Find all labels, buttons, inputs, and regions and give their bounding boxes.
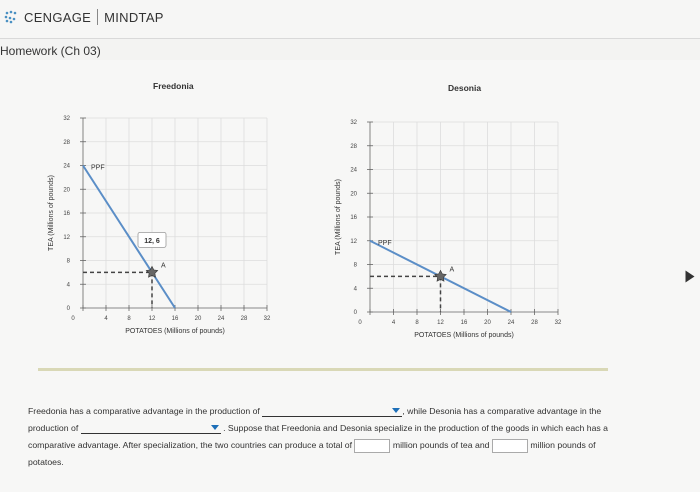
- x-tick-label: 8: [415, 320, 419, 326]
- x-tick-label: 28: [241, 316, 248, 322]
- x-axis-label: POTATOES (Millions of pounds): [125, 328, 225, 335]
- y-axis-label: TEA (Millions of pounds): [48, 175, 55, 251]
- x-tick-label: 4: [104, 316, 108, 322]
- x-tick-label: 16: [461, 320, 468, 326]
- question-part-8: potatoes.: [28, 457, 64, 467]
- cengage-logo-icon: [4, 10, 17, 24]
- question-part-6: million pounds of tea and: [392, 440, 490, 450]
- chart-title: Desonia: [448, 83, 481, 93]
- x-tick-label: 12: [149, 316, 156, 322]
- question-panel: [0, 60, 700, 492]
- point-callout-text: 12, 6: [144, 238, 160, 245]
- x-tick-label: 28: [531, 320, 538, 326]
- y-tick-label: 24: [63, 164, 70, 170]
- freedonia-good-dropdown[interactable]: [262, 407, 403, 417]
- point-callout-box: [137, 231, 167, 248]
- ppf-line: [82, 164, 176, 309]
- question-part-3: production of: [28, 423, 79, 433]
- point-a-marker: [145, 265, 159, 278]
- y-axis-label: TEA (Millions of pounds): [335, 179, 342, 255]
- question-text: Freedonia has a comparative advantage in…: [28, 403, 676, 471]
- y-tick-label: 0: [67, 306, 71, 312]
- y-tick-label: 16: [63, 211, 70, 217]
- y-tick-label: 24: [350, 168, 357, 174]
- y-tick-label: 28: [63, 140, 70, 146]
- x-tick-label: 16: [172, 316, 179, 322]
- y-tick-label: 12: [350, 239, 357, 245]
- point-a-marker: [434, 269, 447, 282]
- brand-logo: CENGAGE MINDTAP: [4, 9, 164, 25]
- x-tick-label: 12: [437, 320, 444, 326]
- y-tick-label: 20: [350, 191, 357, 197]
- y-tick-label: 0: [354, 310, 358, 316]
- chevron-down-icon: [392, 407, 401, 413]
- y-tick-label: 4: [354, 286, 358, 292]
- y-tick-label: 16: [350, 215, 357, 221]
- y-tick-label: 12: [63, 235, 70, 241]
- question-part-4: . Suppose that Freedonia and Desonia spe…: [223, 423, 608, 433]
- total-potatoes-input[interactable]: [491, 438, 528, 453]
- point-a-label: A: [450, 266, 455, 273]
- product-name: MINDTAP: [104, 9, 164, 25]
- freedonia-chart[interactable]: Freedonia 0 4 8 12 16 20 24 28 32 0 4 8 12 16 20 24 28 32 T…: [40, 70, 310, 345]
- x-tick-label: 20: [195, 316, 202, 322]
- y-tick-label: 32: [350, 120, 357, 126]
- logo-separator: [97, 9, 99, 25]
- desonia-chart[interactable]: Desonia 0 4 8 12 16 20 24 28 32 0 4 8 12 16 20 24 28 32 TEA…: [330, 72, 580, 347]
- question-part-5: comparative advantage. After specializat…: [28, 440, 353, 450]
- x-tick-label: 20: [484, 320, 491, 326]
- ppf-label: PPF: [378, 240, 392, 247]
- point-a-label: A: [161, 262, 166, 269]
- question-part-1: Freedonia has a comparative advantage in…: [28, 406, 260, 416]
- y-tick-label: 8: [67, 259, 71, 265]
- x-axis-label: POTATOES (Millions of pounds): [414, 332, 514, 339]
- top-bar: CENGAGE MINDTAP: [0, 0, 700, 39]
- x-tick-label: 32: [555, 320, 562, 326]
- question-part-2: , while Desonia has a comparative advant…: [402, 406, 602, 416]
- y-tick-label: 4: [67, 282, 71, 288]
- ppf-label: PPF: [91, 165, 105, 172]
- question-part-7: million pounds of: [530, 440, 596, 450]
- y-tick-label: 28: [350, 144, 357, 150]
- grid: [370, 121, 559, 312]
- x-tick-label: 8: [127, 316, 131, 322]
- assignment-title: Homework (Ch 03): [0, 44, 101, 58]
- x-tick-label: 24: [508, 320, 515, 326]
- y-tick-label: 8: [354, 263, 358, 269]
- y-tick-label: 32: [63, 116, 70, 122]
- section-divider: [38, 368, 608, 371]
- mouse-cursor-icon: [685, 270, 695, 283]
- x-tick-label: 32: [264, 316, 271, 322]
- grid: [83, 117, 268, 308]
- desonia-good-dropdown[interactable]: [80, 424, 221, 434]
- x-tick-label: 0: [358, 320, 362, 326]
- logo-text: CENGAGE: [24, 9, 92, 25]
- chevron-down-icon: [210, 424, 219, 430]
- x-tick-label: 4: [392, 320, 396, 326]
- x-tick-label: 0: [71, 316, 75, 322]
- chart-title: Freedonia: [153, 81, 194, 91]
- total-tea-input[interactable]: [354, 438, 391, 453]
- x-tick-label: 24: [218, 316, 225, 322]
- y-tick-label: 20: [63, 187, 70, 193]
